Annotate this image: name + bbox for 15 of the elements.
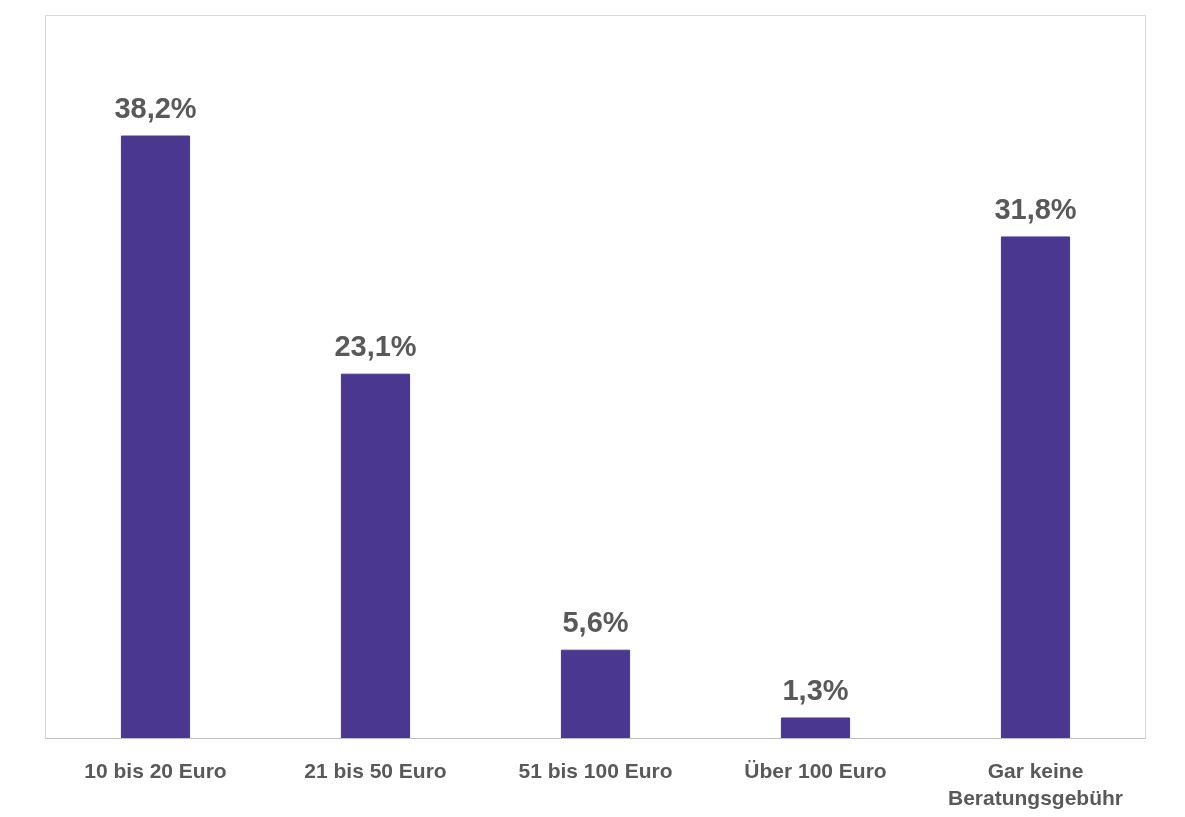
x-tick-label: Über 100 Euro — [744, 758, 887, 782]
bar — [120, 135, 191, 739]
x-tick-label: 10 bis 20 Euro — [84, 758, 227, 782]
data-label: 23,1% — [334, 330, 417, 363]
bar — [1000, 236, 1071, 739]
data-label: 31,8% — [994, 192, 1077, 225]
data-label: 38,2% — [114, 92, 197, 124]
x-tick-label: Gar keine Beratungsgebühr — [947, 758, 1124, 810]
x-tick-label: 51 bis 100 Euro — [518, 758, 673, 782]
x-tick-label: 21 bis 50 Euro — [304, 758, 447, 782]
bar — [780, 717, 851, 739]
data-label: 1,3% — [782, 674, 849, 706]
bar — [560, 649, 631, 739]
bar — [340, 373, 411, 739]
data-label: 5,6% — [562, 606, 629, 639]
